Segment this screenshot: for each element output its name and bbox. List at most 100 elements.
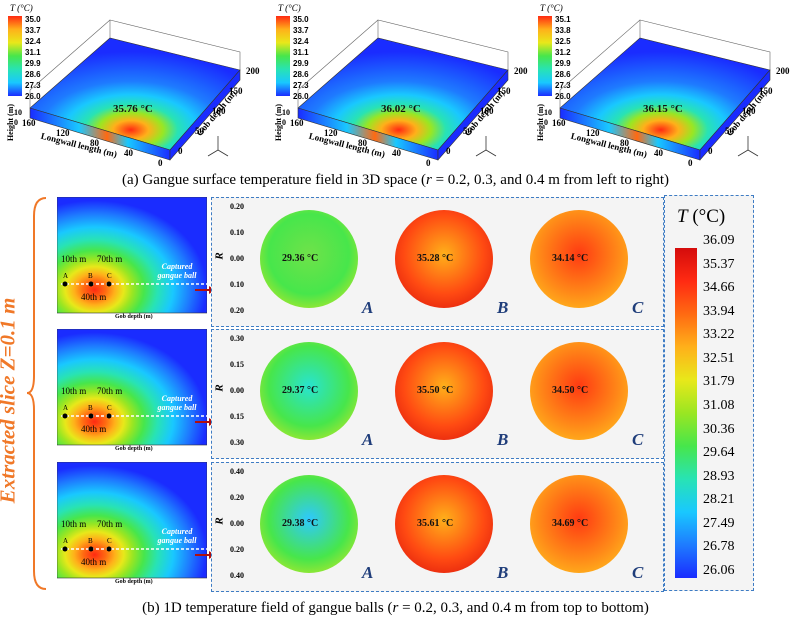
small-legend: T (°C) 35.0 33.7 32.4 31.1 29.9 28.6 27.3 26.0	[8, 3, 68, 101]
gangue-ball-b	[395, 342, 493, 440]
small-legend-title: T (°C)	[10, 3, 33, 13]
ball-temperature: 29.36 °C	[282, 253, 319, 264]
temperature-legend: T (°C) 36.09 35.37 34.66 33.94 33.22 32.51 31.…	[664, 195, 754, 591]
legend-value: 28.93	[703, 468, 735, 484]
small-legend-label: 27.3	[25, 81, 41, 90]
tick-longwall: 160	[22, 118, 36, 128]
tick-gob: 100	[212, 106, 226, 116]
peak-temperature: 36.15 °C	[643, 103, 683, 115]
legend-value: 35.37	[703, 256, 735, 272]
small-legend-label: 29.9	[555, 59, 571, 68]
annot-40th: 40th m	[81, 292, 107, 302]
peak-temperature: 36.02 °C	[381, 103, 421, 115]
small-legend-label: 28.6	[555, 70, 571, 79]
contour-map: 10th m 70th m 40th m A B C Captured gangue bal…	[56, 461, 208, 587]
ball-letter: C	[632, 430, 644, 449]
r-tick: 0.20	[230, 306, 244, 315]
contour-xlabel: Gob depth (m)	[115, 446, 153, 452]
tick-gob: 150	[759, 86, 773, 96]
r-tick: 0.40	[230, 467, 244, 476]
r-tick: 0.15	[230, 360, 244, 369]
captured-label: Captured gangue ball	[157, 394, 197, 412]
contour-svg	[56, 461, 208, 579]
contour-svg	[56, 328, 208, 446]
r-tick: 0.40	[230, 571, 244, 580]
legend-value: 33.94	[703, 303, 735, 319]
tick-gob: 100	[480, 106, 494, 116]
ball-temperature: 34.14 °C	[552, 253, 589, 264]
point-c: C	[107, 272, 112, 280]
legend-value: 26.06	[703, 563, 735, 578]
point-b: B	[88, 537, 93, 545]
ball-letter: C	[632, 298, 644, 317]
point-b: B	[88, 272, 93, 280]
tick-height: 10	[14, 108, 22, 117]
r-tick: 0.30	[230, 438, 244, 447]
small-legend-bar	[8, 16, 22, 96]
ball-temperature: 35.28 °C	[417, 253, 454, 264]
tick-longwall: 160	[290, 118, 304, 128]
small-legend-label: 29.9	[25, 59, 41, 68]
axis-height: Height (m)	[536, 103, 546, 142]
legend-value: 29.64	[703, 445, 735, 461]
small-legend-label: 32.4	[25, 37, 41, 46]
gangue-ball-c	[530, 475, 628, 573]
legend-value: 32.51	[703, 350, 735, 366]
legend-value: 28.21	[703, 492, 735, 508]
tick-longwall: 120	[56, 128, 70, 138]
small-legend-bar	[276, 16, 290, 96]
ball-temperature: 29.38 °C	[282, 518, 319, 529]
plot3d-2: T (°C) 35.0 33.7 32.4 31.1 29.9 28.6 27.3 26.0	[268, 0, 528, 175]
small-legend-label: 27.3	[293, 81, 309, 90]
plot3d-1: T (°C) 35.0 33.7 32.4 31.1 29.9 28.6 27.3 26.0	[0, 0, 260, 175]
tick-gob: 50	[725, 126, 734, 136]
plot3d-box	[297, 19, 509, 161]
r-tick: 0.20	[230, 545, 244, 554]
small-legend-label: 31.1	[293, 48, 309, 57]
legend-value: 34.66	[703, 280, 735, 296]
small-legend-label: 29.9	[293, 59, 309, 68]
slice-row: 10th m 70th m 40th m A B C Captured gangue bal…	[56, 328, 664, 459]
gangue-ball-c	[530, 210, 628, 308]
gangue-ball-b	[395, 210, 493, 308]
legend-colorbar	[675, 248, 697, 578]
legend-value: 30.36	[703, 421, 735, 437]
annot-70th: 70th m	[97, 519, 123, 529]
tick-gob: 150	[229, 86, 243, 96]
tick-height: 0	[14, 118, 18, 127]
small-legend-label: 26.0	[555, 92, 571, 101]
small-legend-label: 26.0	[293, 92, 309, 101]
small-legend-title: T (°C)	[540, 3, 563, 13]
r-tick: 0.00	[230, 386, 244, 395]
gangue-ball-c	[530, 342, 628, 440]
brace-icon	[26, 197, 47, 590]
tick-gob: 150	[497, 86, 511, 96]
tick-gob: 50	[463, 126, 472, 136]
legend-value: 33.22	[703, 327, 735, 343]
side-label: Extracted slice Z=0.1 m	[0, 298, 20, 504]
ball-letter: B	[497, 298, 509, 317]
r-tick: 0.20	[230, 202, 244, 211]
slice-row: 10th m 70th m 40th m A B C Captured gangue bal…	[56, 196, 664, 327]
legend-value: 26.78	[703, 539, 735, 555]
tick-gob: 50	[195, 126, 204, 136]
small-legend-label: 35.1	[555, 15, 571, 24]
small-legend-label: 31.1	[25, 48, 41, 57]
captured-label: Captured gangue ball	[157, 262, 197, 280]
ball-panel: R 0.40 0.20 0.00 0.20 0.40 29.38 °C A 35.61 °C B 3…	[211, 462, 664, 592]
tick-gob: 100	[742, 106, 756, 116]
ball-temperature: 29.37 °C	[282, 385, 319, 396]
small-legend-label: 33.7	[25, 26, 41, 35]
tick-height: 0	[544, 118, 548, 127]
peak-temperature: 35.76 °C	[113, 103, 153, 115]
caption-b: (b) 1D temperature field of gangue balls…	[142, 600, 649, 616]
tick-gob: 200	[514, 66, 528, 76]
annot-10th: 10th m	[61, 254, 87, 264]
annot-70th: 70th m	[97, 254, 123, 264]
contour-map: 10th m 70th m 40th m A B C Captured gangue bal…	[56, 196, 208, 322]
small-legend-label: 31.2	[555, 48, 571, 57]
annot-10th: 10th m	[61, 386, 87, 396]
ball-panel: R 0.20 0.10 0.00 0.10 0.20 29.36 °C A 35.28 °C B 3…	[211, 197, 664, 327]
gangue-ball-a	[260, 210, 358, 308]
ball-letter: C	[632, 563, 644, 582]
